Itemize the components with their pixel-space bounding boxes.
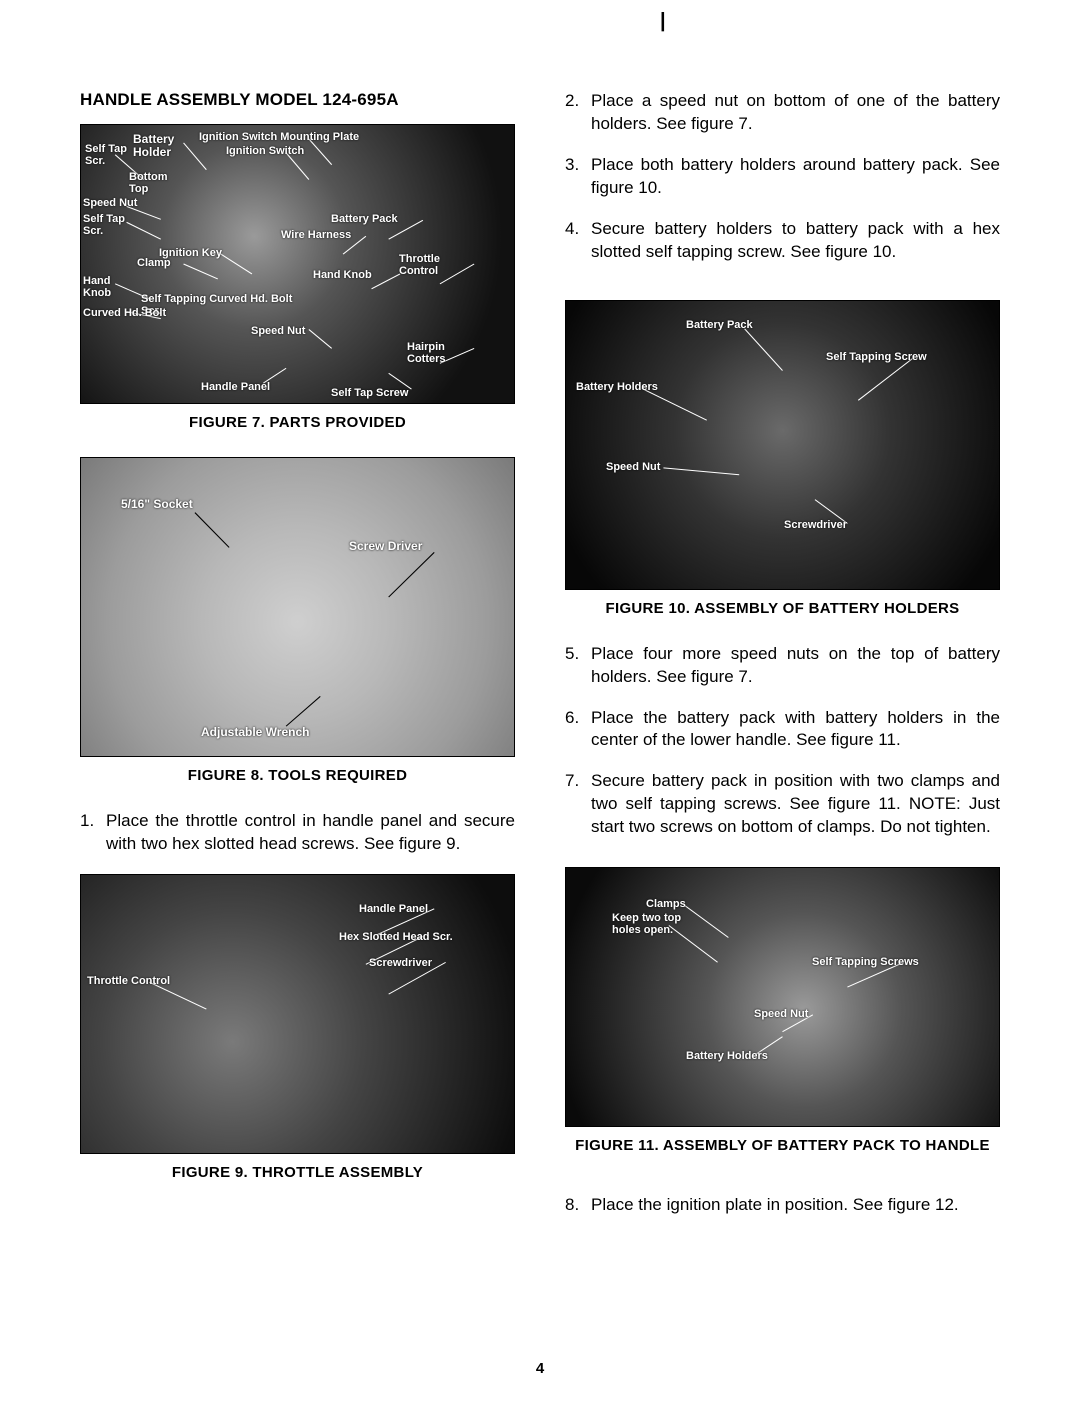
two-column-layout: HANDLE ASSEMBLY MODEL 124-695A Battery H…: [80, 90, 1000, 1217]
figure-callout-label: Speed Nut: [251, 325, 305, 337]
page-crop-mark: |: [660, 10, 666, 33]
step-number: 2.: [565, 90, 591, 136]
figure-callout-label: Self Tap Screw: [331, 387, 408, 399]
step-1: 1. Place the throttle control in handle …: [80, 810, 515, 856]
figure-callout-label: Bottom Top: [129, 171, 168, 195]
figure-7-caption: FIGURE 7. PARTS PROVIDED: [80, 414, 515, 431]
figure-callout-label: Clamp: [137, 257, 171, 269]
figure-callout-label: Speed Nut: [606, 461, 660, 473]
figure-callout-label: Self Tapping Curved Hd. Bolt Scr.: [141, 293, 292, 317]
figure-callout-label: Screwdriver: [784, 519, 847, 531]
step-text: Place the battery pack with battery hold…: [591, 707, 1000, 753]
step-4: 4. Secure battery holders to battery pac…: [565, 218, 1000, 264]
step-2: 2. Place a speed nut on bottom of one of…: [565, 90, 1000, 136]
figure-10-image: Battery Pack Self Tapping Screw Battery Ho…: [565, 300, 1000, 590]
step-number: 7.: [565, 770, 591, 839]
figure-callout-label: Hand Knob: [313, 269, 372, 281]
step-6: 6. Place the battery pack with battery h…: [565, 707, 1000, 753]
figure-callout-label: Keep two top holes open.: [612, 912, 681, 936]
figure-8-caption: FIGURE 8. TOOLS REQUIRED: [80, 767, 515, 784]
figure-callout-label: Speed Nut: [754, 1008, 808, 1020]
figure-callout-label: Self Tap Scr.: [83, 213, 125, 237]
step-number: 4.: [565, 218, 591, 264]
step-7: 7. Secure battery pack in position with …: [565, 770, 1000, 839]
figure-callout-label: 5/16" Socket: [121, 498, 193, 511]
figure-callout-label: Battery Holder: [133, 133, 174, 159]
step-number: 1.: [80, 810, 106, 856]
figure-8-image: 5/16" Socket Screw Driver Adjustable Wrenc…: [80, 457, 515, 757]
figure-callout-label: Handle Panel: [359, 903, 428, 915]
page-number: 4: [536, 1360, 544, 1377]
step-number: 5.: [565, 643, 591, 689]
figure-callout-label: Self Tapping Screws: [812, 956, 919, 968]
figure-11-caption: FIGURE 11. ASSEMBLY OF BATTERY PACK TO H…: [565, 1137, 1000, 1154]
step-text: Secure battery pack in position with two…: [591, 770, 1000, 839]
figure-callout-label: Battery Pack: [331, 213, 398, 225]
step-number: 8.: [565, 1194, 591, 1217]
figure-callout-label: Adjustable Wrench: [201, 726, 309, 739]
figure-callout-label: Ignition Switch: [226, 145, 304, 157]
step-text: Place the ignition plate in position. Se…: [591, 1194, 1000, 1217]
figure-callout-label: Handle Panel: [201, 381, 270, 393]
figure-9-image: Handle Panel Hex Slotted Head Scr. Screwdr…: [80, 874, 515, 1154]
figure-callout-label: Curved Hd. Bolt: [83, 307, 166, 319]
step-text: Place four more speed nuts on the top of…: [591, 643, 1000, 689]
section-title: HANDLE ASSEMBLY MODEL 124-695A: [80, 90, 515, 110]
figure-callout-label: Screw Driver: [349, 540, 422, 553]
step-8: 8. Place the ignition plate in position.…: [565, 1194, 1000, 1217]
figure-callout-label: Clamps: [646, 898, 686, 910]
right-column: 2. Place a speed nut on bottom of one of…: [565, 90, 1000, 1217]
figure-callout-label: Screwdriver: [369, 957, 432, 969]
step-number: 3.: [565, 154, 591, 200]
figure-callout-label: Throttle Control: [399, 253, 440, 277]
step-text: Place both battery holders around batter…: [591, 154, 1000, 200]
figure-callout-label: Wire Harness: [281, 229, 351, 241]
figure-callout-label: Hairpin Cotters: [407, 341, 446, 365]
step-text: Place a speed nut on bottom of one of th…: [591, 90, 1000, 136]
step-text: Place the throttle control in handle pan…: [106, 810, 515, 856]
figure-callout-label: Hand Knob: [83, 275, 111, 299]
figure-callout-label: Battery Pack: [686, 319, 753, 331]
figure-7-image: Battery Holder Ignition Switch Mounting P…: [80, 124, 515, 404]
figure-callout-label: Hex Slotted Head Scr.: [339, 931, 453, 943]
figure-callout-label: Throttle Control: [87, 975, 170, 987]
figure-10-caption: FIGURE 10. ASSEMBLY OF BATTERY HOLDERS: [565, 600, 1000, 617]
figure-9-caption: FIGURE 9. THROTTLE ASSEMBLY: [80, 1164, 515, 1181]
step-5: 5. Place four more speed nuts on the top…: [565, 643, 1000, 689]
left-column: HANDLE ASSEMBLY MODEL 124-695A Battery H…: [80, 90, 515, 1217]
figure-callout-label: Speed Nut: [83, 197, 137, 209]
figure-callout-label: Battery Holders: [576, 381, 658, 393]
figure-callout-label: Self Tapping Screw: [826, 351, 927, 363]
figure-11-image: Clamps Keep two top holes open. Self Tappi…: [565, 867, 1000, 1127]
step-text: Secure battery holders to battery pack w…: [591, 218, 1000, 264]
figure-callout-label: Ignition Switch Mounting Plate: [199, 131, 359, 143]
figure-callout-label: Battery Holders: [686, 1050, 768, 1062]
figure-callout-label: Ignition Key: [159, 247, 222, 259]
figure-callout-label: Self Tap Scr.: [85, 143, 127, 167]
step-3: 3. Place both battery holders around bat…: [565, 154, 1000, 200]
step-number: 6.: [565, 707, 591, 753]
